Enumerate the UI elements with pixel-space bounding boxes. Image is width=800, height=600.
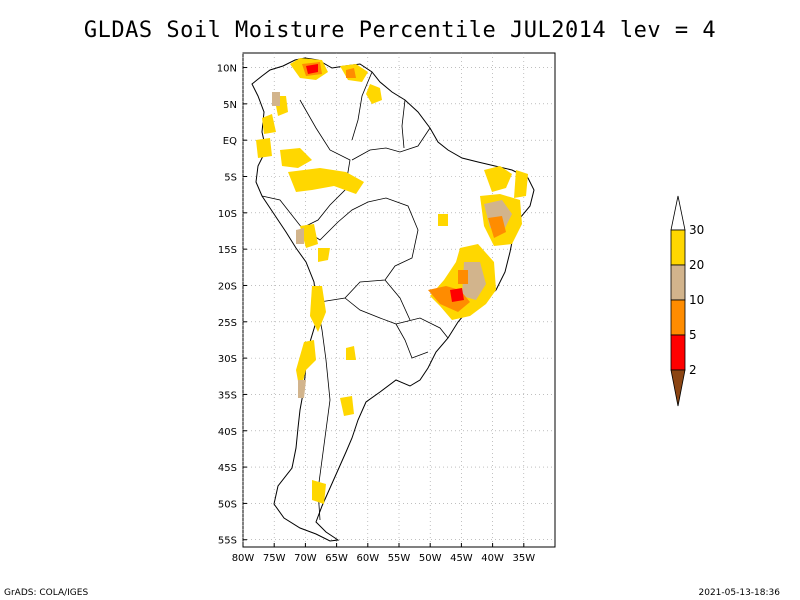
colorbar-segment-20-30 [670, 229, 686, 266]
x-tick-label: 50W [419, 553, 442, 564]
y-tick-label: 30S [218, 354, 237, 365]
y-tick-label: 25S [218, 318, 237, 329]
y-tick-label: 15S [218, 245, 237, 256]
colorbar-segment-10-20 [670, 264, 686, 301]
plot-frame [242, 52, 556, 548]
y-tick-label: 55S [218, 536, 237, 547]
x-tick-label: 65W [325, 553, 348, 564]
y-tick-label: 35S [218, 390, 237, 401]
x-tick-label: 55W [388, 553, 411, 564]
y-tick-label: 45S [218, 463, 237, 474]
footer-timestamp: 2021-05-13-18:36 [698, 588, 781, 598]
y-tick-label: 5S [224, 173, 237, 184]
grid-lines [242, 53, 555, 547]
percentile-shading [256, 58, 528, 504]
x-axis-ticks: 80W 75W 70W 65W 60W 55W 50W 45W 40W 35W [232, 543, 535, 564]
y-tick-label: 50S [218, 499, 237, 510]
colorbar-top-arrow [670, 195, 686, 231]
y-tick-label: 40S [218, 427, 237, 438]
colorbar-segment-2-5 [670, 334, 686, 371]
colorbar-label-10: 10 [689, 293, 704, 307]
x-tick-label: 45W [450, 553, 473, 564]
colorbar-bottom-arrow [670, 369, 686, 407]
y-tick-label: 5N [223, 100, 237, 111]
colorbar-label-30: 30 [689, 223, 704, 237]
x-tick-label: 40W [481, 553, 504, 564]
colorbar-segment-5-10 [670, 299, 686, 336]
x-tick-label: 35W [512, 553, 535, 564]
x-tick-label: 70W [294, 553, 317, 564]
x-tick-label: 75W [263, 553, 286, 564]
y-tick-label: EQ [223, 136, 237, 147]
colorbar-label-5: 5 [689, 328, 697, 342]
colorbar-label-2: 2 [689, 363, 697, 377]
y-tick-label: 10S [218, 209, 237, 220]
x-tick-label: 60W [356, 553, 379, 564]
y-tick-label: 10N [217, 64, 237, 75]
y-axis-ticks: 10N 5N EQ 5S 10S 15S 20S 25S 30S 35S 40S 45S 50S 55S [217, 64, 247, 547]
y-tick-label: 20S [218, 281, 237, 292]
country-borders [261, 71, 449, 521]
south-america-outline [251, 57, 535, 542]
colorbar-label-20: 20 [689, 258, 704, 272]
map-title: GLDAS Soil Moisture Percentile JUL2014 l… [83, 18, 717, 43]
footer-credit: GrADS: COLA/IGES [4, 588, 89, 598]
x-tick-label: 80W [232, 553, 255, 564]
colorbar: 30 20 10 5 2 [670, 195, 704, 407]
